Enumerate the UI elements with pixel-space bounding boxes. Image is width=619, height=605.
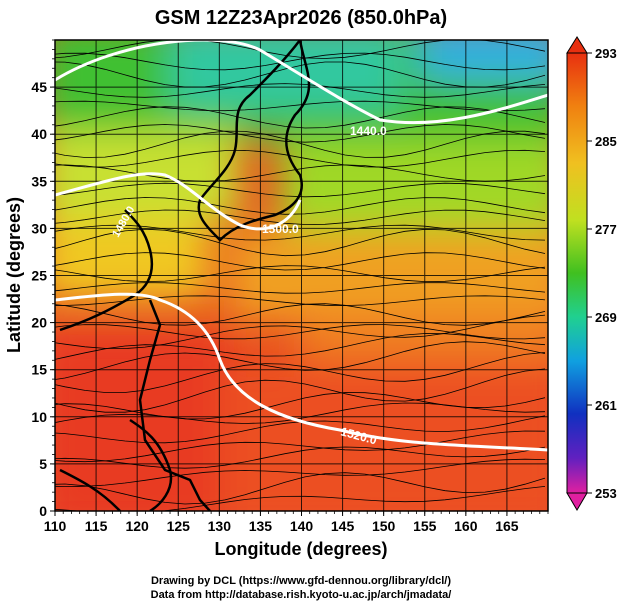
- streamline: [55, 149, 546, 168]
- streamline: [55, 458, 546, 488]
- x-tick-label: 110: [44, 518, 67, 534]
- y-axis-label: Latitude (degrees): [4, 197, 24, 353]
- x-tick-label: 165: [495, 518, 519, 534]
- streamline: [55, 106, 546, 129]
- y-tick-label: 10: [31, 409, 47, 425]
- y-tick-label: 35: [31, 173, 47, 189]
- y-tick-label: 40: [31, 126, 47, 142]
- x-axis: 110 115 120 125 130 135 140 145 150 155 160 165: [44, 511, 549, 534]
- x-tick-label: 115: [85, 518, 108, 534]
- chart-title: GSM 12Z23Apr2026 (850.0hPa): [155, 7, 447, 29]
- streamline: [55, 333, 546, 360]
- streamline: [55, 472, 546, 505]
- streamline: [55, 265, 546, 283]
- streamline: [55, 486, 546, 511]
- colorbar-tick-label: 261: [595, 398, 617, 413]
- streamline: [55, 40, 546, 59]
- colorbar-tick-label: 253: [595, 486, 617, 501]
- streamline: [55, 130, 546, 158]
- plot-area: 1440.0 1480.0 1500.0 1520.0: [55, 40, 548, 511]
- colorbar-gradient: [566, 52, 588, 494]
- streamline: [55, 228, 546, 257]
- x-tick-label: 150: [372, 518, 396, 534]
- streamline: [55, 100, 546, 112]
- colorbar-top-arrow: [566, 36, 588, 54]
- streamline: [55, 295, 546, 307]
- colorbar-tick-label: 285: [595, 134, 617, 149]
- colorbar: 293 285 277 269 261 253: [566, 36, 617, 511]
- y-tick-label: 15: [31, 362, 47, 378]
- y-axis: 0 5 10 15 20 25 30 35 40 45: [31, 39, 55, 519]
- streamline: [55, 352, 546, 393]
- streamline: [55, 430, 546, 463]
- height-contours: [55, 40, 548, 452]
- x-tick-label: 140: [290, 518, 314, 534]
- streamline: [55, 324, 546, 340]
- contour-label: 1440.0: [350, 124, 387, 138]
- streamline: [55, 415, 546, 444]
- colorbar-tick-label: 293: [595, 46, 617, 61]
- streamline: [55, 446, 546, 469]
- x-tick-label: 145: [331, 518, 355, 534]
- streamline: [55, 52, 546, 71]
- streamline: [55, 224, 546, 241]
- y-tick-label: 25: [31, 268, 47, 284]
- wind-streamlines: [55, 40, 546, 511]
- streamline: [55, 83, 546, 98]
- colorbar-tick-label: 269: [595, 310, 617, 325]
- streamline: [55, 341, 546, 380]
- y-tick-label: 0: [39, 503, 47, 519]
- x-axis-label: Longitude (degrees): [214, 539, 387, 559]
- streamline: [55, 314, 546, 350]
- streamline: [55, 282, 546, 294]
- colorbar-ticks: 293 285 277 269 261 253: [587, 46, 617, 501]
- streamline: [55, 197, 546, 215]
- colorbar-tick-label: 277: [595, 222, 617, 237]
- x-tick-label: 125: [167, 518, 191, 534]
- y-tick-label: 45: [31, 79, 47, 95]
- streamline: [55, 182, 546, 198]
- x-tick-label: 160: [454, 518, 478, 534]
- y-tick-label: 20: [31, 315, 47, 331]
- contour-label: 1500.0: [262, 222, 299, 236]
- streamline: [55, 303, 546, 326]
- coastlines: [59, 40, 311, 511]
- x-tick-label: 130: [208, 518, 232, 534]
- y-tick-label: 5: [39, 456, 47, 472]
- footer-source: Data from http://database.rish.kyoto-u.a…: [151, 589, 452, 601]
- streamline: [55, 252, 546, 271]
- streamline: [55, 368, 546, 413]
- x-tick-label: 120: [125, 518, 149, 534]
- colorbar-bottom-arrow: [566, 492, 588, 511]
- x-tick-label: 135: [249, 518, 273, 534]
- y-tick-label: 30: [31, 220, 47, 236]
- x-tick-label: 155: [413, 518, 437, 534]
- footer-credit: Drawing by DCL (https://www.gfd-dennou.o…: [151, 575, 451, 587]
- streamline: [55, 61, 546, 88]
